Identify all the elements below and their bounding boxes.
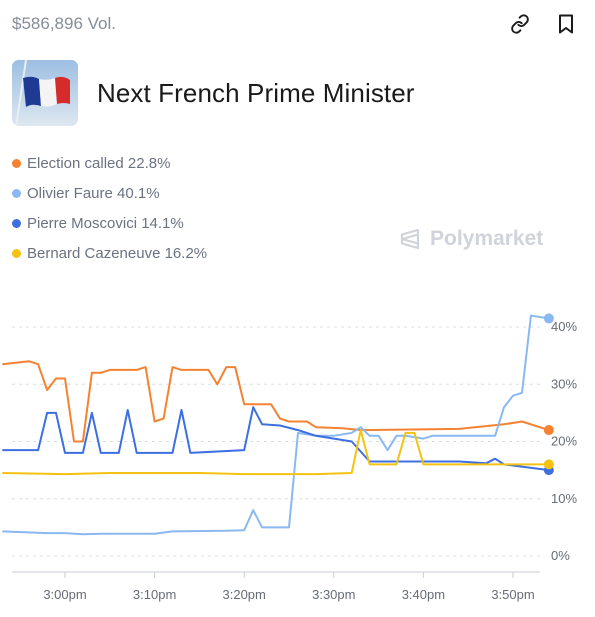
- header-actions: [509, 12, 577, 36]
- series-line-pierre-moscovici: [2, 406, 549, 472]
- legend-label: Pierre Moscovici 14.1%: [27, 214, 184, 232]
- series-end-dot: [543, 313, 554, 324]
- watermark-label: Polymarket: [430, 227, 544, 250]
- series-end-markers: [543, 313, 554, 476]
- x-axis-labels: 3:00pm 3:10pm 3:20pm 3:30pm 3:40pm 3:50pm: [12, 571, 540, 602]
- legend-label: Election called 22.8%: [27, 154, 171, 172]
- market-title: Next French Prime Minister: [97, 78, 415, 108]
- legend-item-pierre-moscovici: Pierre Moscovici 14.1%: [12, 208, 207, 238]
- french-flag-icon: [12, 60, 78, 126]
- x-tick-label: 3:30pm: [312, 587, 355, 602]
- market-thumbnail: [12, 60, 78, 126]
- y-tick-label: 30%: [551, 376, 577, 391]
- y-tick-label: 0%: [551, 548, 570, 563]
- legend-label: Bernard Cazeneuve 16.2%: [27, 244, 208, 262]
- y-tick-label: 10%: [551, 491, 577, 506]
- series-end-dot: [543, 459, 554, 470]
- legend-dot: [12, 218, 21, 228]
- y-tick-label: 20%: [551, 434, 577, 449]
- volume-label: $586,896 Vol.: [12, 14, 116, 33]
- legend-dot: [12, 158, 21, 168]
- legend-item-bernard-cazeneuve: Bernard Cazeneuve 16.2%: [12, 238, 207, 268]
- series-end-dot: [543, 425, 554, 436]
- x-tick-label: 3:20pm: [223, 587, 266, 602]
- legend-dot: [12, 248, 21, 258]
- legend-item-election-called: Election called 22.8%: [12, 148, 207, 178]
- price-history-chart[interactable]: 0%10%20%30%40% 3:00pm 3:10pm 3:20pm 3:30pm 3…: [0, 300, 595, 617]
- series-lines: [2, 314, 550, 536]
- polymarket-logo-icon: [400, 228, 420, 250]
- x-tick-label: 3:50pm: [491, 587, 534, 602]
- y-axis-labels: 0% 10% 20% 30% 40%: [551, 319, 577, 563]
- y-tick-label: 40%: [551, 319, 577, 334]
- series-line-olivier-faure: [2, 314, 549, 536]
- legend-label: Olivier Faure 40.1%: [27, 184, 160, 202]
- polymarket-watermark: Polymarket: [398, 227, 543, 251]
- x-tick-label: 3:40pm: [402, 587, 445, 602]
- grid-lines: [12, 326, 540, 557]
- x-tick-label: 3:00pm: [43, 587, 86, 602]
- legend-dot: [12, 188, 21, 198]
- series-line-bernard-cazeneuve: [2, 429, 549, 476]
- chart-legend: Election called 22.8% Olivier Faure 40.1…: [12, 148, 207, 268]
- bookmark-icon[interactable]: [555, 12, 577, 36]
- x-tick-label: 3:10pm: [133, 587, 176, 602]
- link-icon[interactable]: [509, 12, 531, 36]
- series-line-election-called: [2, 360, 550, 443]
- legend-item-olivier-faure: Olivier Faure 40.1%: [12, 178, 207, 208]
